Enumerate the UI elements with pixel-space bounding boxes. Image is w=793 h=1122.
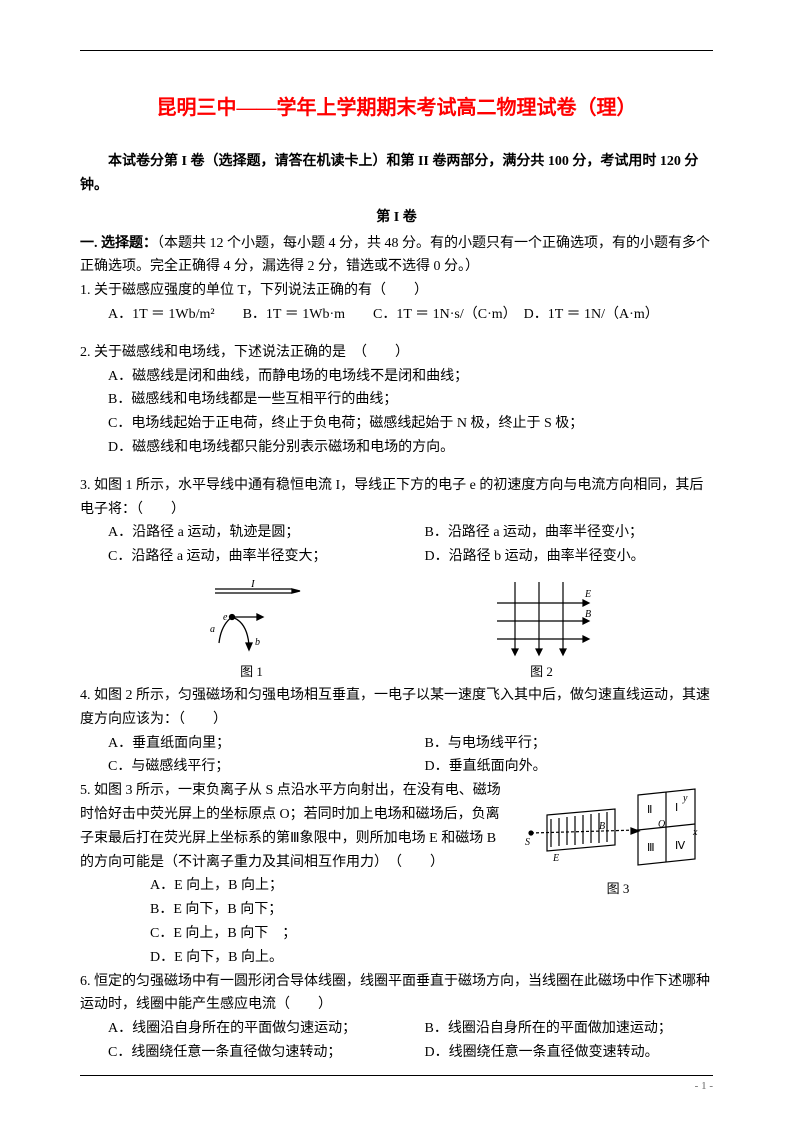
svg-text:O: O — [658, 819, 665, 830]
q6-opt-a: A．线圈沿自身所在的平面做匀速运动； — [80, 1017, 397, 1041]
q3-opt-b: B．沿路径 a 运动，曲率半径变小； — [397, 521, 714, 545]
figure-2-caption: 图 2 — [487, 661, 597, 680]
choice-heading-line: 一. 选择题：（本题共 12 个小题，每小题 4 分，共 48 分。有的小题只有… — [80, 232, 713, 280]
svg-text:a: a — [210, 624, 215, 635]
figure-2: E B 图 2 — [487, 577, 597, 680]
q6-options: A．线圈沿自身所在的平面做匀速运动； C．线圈绕任意一条直径做匀速转动； B．线… — [80, 1017, 713, 1065]
svg-text:x: x — [692, 827, 698, 838]
figure-2-svg: E B — [487, 577, 597, 657]
svg-text:B: B — [599, 821, 605, 832]
q5-text: 5. 如图 3 所示，一束负离子从 S 点沿水平方向射出，在没有电、磁场时恰好击… — [80, 779, 511, 874]
q5-wrap: 5. 如图 3 所示，一束负离子从 S 点沿水平方向射出，在没有电、磁场时恰好击… — [80, 779, 713, 969]
svg-text:B: B — [585, 609, 591, 620]
exam-title: 昆明三中——学年上学期期末考试高二物理试卷（理） — [80, 91, 713, 120]
q3-opt-d: D．沿路径 b 运动，曲率半径变小。 — [397, 545, 714, 569]
svg-text:Ⅲ: Ⅲ — [647, 842, 655, 854]
q5-opt-d: D．E 向下，B 向上。 — [80, 946, 511, 970]
q1-text: 1. 关于磁感应强度的单位 T，下列说法正确的有（ ） — [80, 279, 713, 303]
svg-text:E: E — [584, 589, 591, 600]
q4-text: 4. 如图 2 所示，匀强磁场和匀强电场相互垂直，一电子以某一速度飞入其中后，做… — [80, 684, 713, 732]
svg-text:b: b — [255, 637, 260, 648]
q6-opt-c: C．线圈绕任意一条直径做匀速转动； — [80, 1041, 397, 1065]
q3-options: A．沿路径 a 运动，轨迹是圆； C．沿路径 a 运动，曲率半径变大； B．沿路… — [80, 521, 713, 569]
q2-opt-a: A．磁感线是闭和曲线，而静电场的电场线不是闭和曲线； — [80, 365, 713, 389]
q1-options: A．1T ＝ 1Wb/m² B．1T ＝ 1Wb·m C．1T ＝ 1N·s/（… — [80, 303, 713, 327]
svg-text:Ⅳ: Ⅳ — [675, 840, 686, 852]
q5-opt-b: B．E 向下，B 向下； — [80, 898, 511, 922]
figure-1: I e b a 图 1 — [197, 577, 307, 680]
top-rule — [80, 50, 713, 51]
figure-3-svg: Ⅰ Ⅱ Ⅲ Ⅳ y x O S — [523, 779, 703, 874]
q2-opt-b: B．磁感线和电场线都是一些互相平行的曲线； — [80, 388, 713, 412]
q4-opt-b: B．与电场线平行； — [397, 732, 714, 756]
svg-text:E: E — [552, 853, 559, 864]
q3-text: 3. 如图 1 所示，水平导线中通有稳恒电流 I，导线正下方的电子 e 的初速度… — [80, 474, 713, 522]
choice-heading: 一. 选择题： — [80, 236, 157, 251]
q3-opt-c: C．沿路径 a 运动，曲率半径变大； — [80, 545, 397, 569]
svg-text:S: S — [525, 837, 530, 848]
q2-opt-d: D．磁感线和电场线都只能分别表示磁场和电场的方向。 — [80, 436, 713, 460]
svg-text:Ⅰ: Ⅰ — [675, 802, 678, 814]
q5-opt-a: A．E 向上，B 向上； — [80, 874, 511, 898]
page-number: - 1 - — [695, 1080, 713, 1092]
figure-3-caption: 图 3 — [523, 878, 713, 897]
q6-text: 6. 恒定的匀强磁场中有一圆形闭合导体线圈，线圈平面垂直于磁场方向，当线圈在此磁… — [80, 970, 713, 1018]
q4-opt-d: D．垂直纸面向外。 — [397, 755, 714, 779]
q4-opt-c: C．与磁感线平行； — [80, 755, 397, 779]
figures-row-1-2: I e b a 图 1 — [80, 577, 713, 680]
q2-text: 2. 关于磁感线和电场线，下述说法正确的是 （ ） — [80, 341, 713, 365]
q4-options: A．垂直纸面向里； C．与磁感线平行； B．与电场线平行； D．垂直纸面向外。 — [80, 732, 713, 780]
choice-desc: （本题共 12 个小题，每小题 4 分，共 48 分。有的小题只有一个正确选项，… — [80, 236, 710, 275]
section-label: 第 I 卷 — [80, 206, 713, 226]
q6-opt-b: B．线圈沿自身所在的平面做加速运动； — [397, 1017, 714, 1041]
figure-3: Ⅰ Ⅱ Ⅲ Ⅳ y x O S — [523, 779, 713, 969]
svg-text:y: y — [682, 793, 688, 804]
q5-opt-c: C．E 向上，B 向下 ； — [80, 922, 511, 946]
q2-opt-c: C．电场线起始于正电荷，终止于负电荷；磁感线起始于 N 极，终止于 S 极； — [80, 412, 713, 436]
figure-1-caption: 图 1 — [197, 661, 307, 680]
figure-1-svg: I e b a — [197, 577, 307, 657]
exam-intro: 本试卷分第 I 卷（选择题，请答在机读卡上）和第 II 卷两部分，满分共 100… — [80, 150, 713, 198]
q3-opt-a: A．沿路径 a 运动，轨迹是圆； — [80, 521, 397, 545]
q6-opt-d: D．线圈绕任意一条直径做变速转动。 — [397, 1041, 714, 1065]
svg-text:Ⅱ: Ⅱ — [647, 804, 652, 816]
bottom-rule — [80, 1075, 713, 1076]
q4-opt-a: A．垂直纸面向里； — [80, 732, 397, 756]
svg-text:I: I — [250, 578, 256, 590]
